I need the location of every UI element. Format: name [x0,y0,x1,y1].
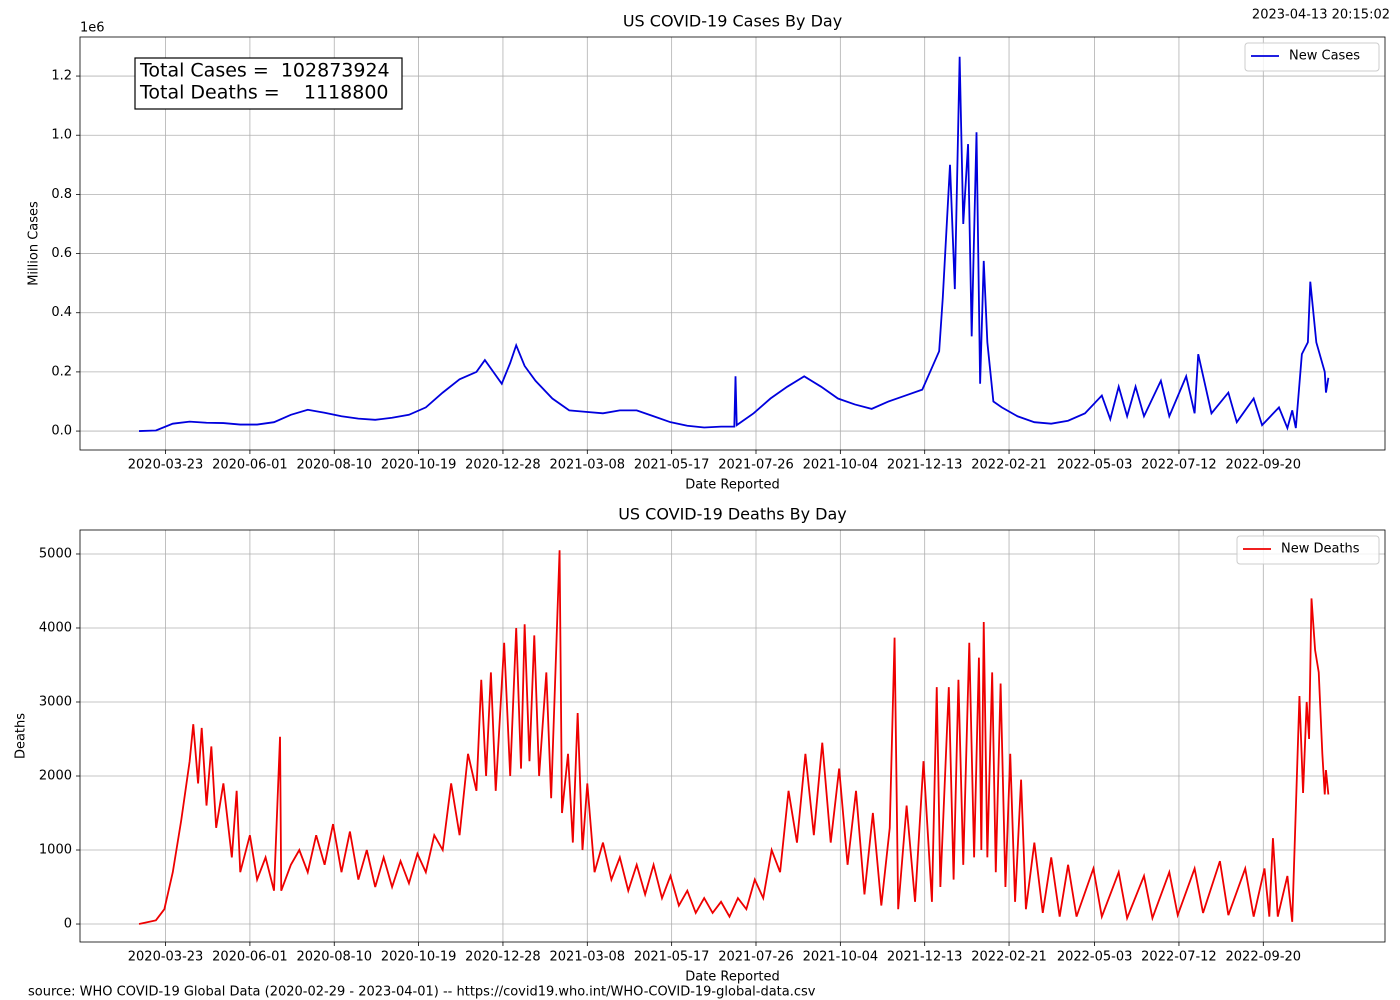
x-tick-label: 2021-07-26 [718,458,794,473]
x-tick-label: 2022-07-12 [1141,950,1217,965]
x-tick-label: 2022-09-20 [1226,950,1302,965]
y-tick-label: 0.0 [51,424,72,439]
y-tick-label: 1.2 [51,69,72,84]
data-line [139,56,1330,432]
x-tick-label: 2021-05-17 [634,950,710,965]
plot-frame [79,529,1386,943]
x-tick-label: 2020-10-19 [381,950,457,965]
x-tick-label: 2020-08-10 [296,950,372,965]
plot-frame [79,36,1386,451]
annotation-text: Total Deaths = 1118800 [139,82,389,104]
annotation-text: Total Cases = 102873924 [139,60,390,82]
x-tick-label: 2021-07-26 [718,950,794,965]
y-tick-label: 3000 [39,694,72,709]
x-tick-label: 2020-12-28 [465,950,541,965]
x-tick-label: 2022-02-21 [971,458,1047,473]
x-tick-label: 2020-12-28 [465,458,541,473]
y-tick-label: 2000 [39,769,72,784]
x-tick-label: 2022-09-20 [1226,458,1302,473]
x-tick-label: 2022-05-03 [1057,950,1133,965]
legend-label: New Cases [1289,49,1360,64]
y-tick-label: 0.8 [51,187,72,202]
x-tick-label: 2022-05-03 [1057,458,1133,473]
x-tick-label: 2020-06-01 [212,950,288,965]
y-tick-label: 0.2 [51,364,72,379]
x-tick-label: 2020-10-19 [381,458,457,473]
y-tick-label: 4000 [39,620,72,635]
x-tick-label: 2021-10-04 [803,458,879,473]
y-tick-label: 1.0 [51,128,72,143]
legend-box [1244,42,1380,72]
legend-box [1236,535,1380,565]
y-tick-label: 1000 [39,843,72,858]
chart-title: US COVID-19 Deaths By Day [618,505,847,524]
annotation-box [134,57,403,110]
y-axis-label: Deaths [14,713,29,759]
y-tick-label: 0.4 [51,305,72,320]
x-tick-label: 2021-10-04 [803,950,879,965]
y-tick-label: 0 [64,917,72,932]
source-note: source: WHO COVID-19 Global Data (2020-0… [28,985,816,1000]
y-axis-label: Million Cases [27,201,42,286]
timestamp: 2023-04-13 20:15:02 [1252,8,1390,23]
chart-title: US COVID-19 Cases By Day [623,12,842,31]
data-line [138,550,1330,925]
y-offset-label: 1e6 [80,21,105,36]
y-tick-label: 0.6 [51,246,72,261]
legend-label: New Deaths [1281,542,1360,557]
x-axis-label: Date Reported [685,478,780,493]
x-tick-label: 2020-03-23 [128,950,204,965]
x-tick-label: 2021-03-08 [550,458,626,473]
x-tick-label: 2021-12-13 [887,950,963,965]
x-tick-label: 2020-03-23 [128,458,204,473]
x-tick-label: 2020-06-01 [212,458,288,473]
x-tick-label: 2021-03-08 [550,950,626,965]
y-tick-label: 5000 [39,546,72,561]
x-tick-label: 2021-12-13 [887,458,963,473]
x-tick-label: 2022-02-21 [971,950,1047,965]
x-tick-label: 2021-05-17 [634,458,710,473]
x-tick-label: 2020-08-10 [296,458,372,473]
x-tick-label: 2022-07-12 [1141,458,1217,473]
x-axis-label: Date Reported [685,970,780,985]
